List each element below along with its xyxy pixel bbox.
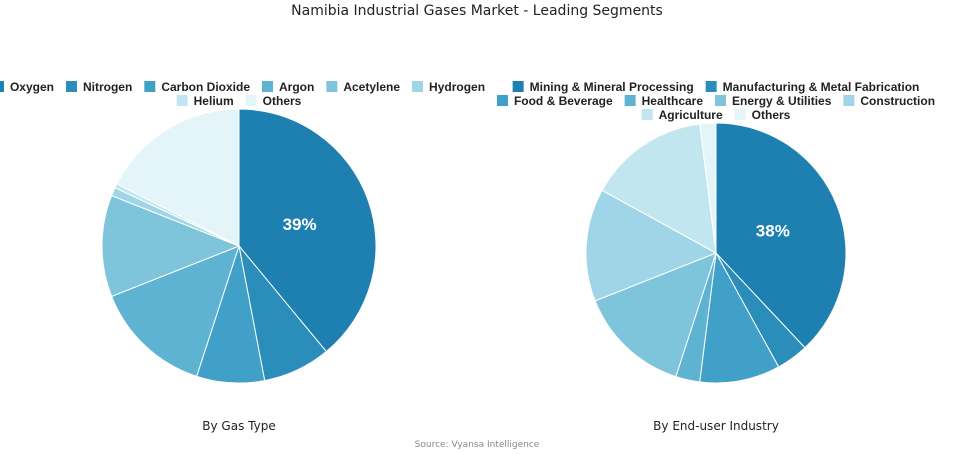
legend-label: Energy & Utilities [732, 94, 832, 108]
legend-swatch [705, 81, 717, 92]
legend-swatch [412, 81, 424, 92]
legend-label: Food & Beverage [514, 94, 613, 108]
legend-item-argon[interactable]: Argon [262, 80, 314, 94]
legend: Mining & Mineral Processing Manufacturing… [496, 80, 935, 122]
pie-slice-food-and-beverage[interactable] [699, 251, 780, 384]
pie-slice-mining-and-mineral-processing[interactable] [715, 122, 847, 349]
legend-item-oxygen[interactable]: Oxygen [0, 80, 54, 94]
legend-item-healthcare[interactable]: Healthcare [624, 94, 704, 108]
chart-caption: By Gas Type [202, 419, 275, 433]
legend-swatch [843, 95, 855, 106]
legend-swatch [176, 95, 188, 106]
legend-label: Helium [194, 94, 234, 108]
legend-swatch [512, 81, 524, 92]
pie-slice-oxygen[interactable] [238, 108, 377, 353]
pie-slice-construction[interactable] [585, 189, 718, 302]
pie-chart-end-user-industry: 38% Mining & Mineral Processing Manufactur… [496, 80, 935, 433]
legend-label: Oxygen [10, 80, 54, 94]
legend-label: Hydrogen [429, 80, 485, 94]
legend-label: Acetylene [343, 80, 400, 94]
legend-label: Others [263, 94, 302, 108]
legend: Oxygen Nitrogen Carbon Dioxide Argon Acetyle… [0, 80, 485, 108]
legend-label: Agriculture [659, 108, 723, 122]
legend-label: Argon [279, 80, 314, 94]
legend-swatch [624, 95, 636, 106]
legend-label: Carbon Dioxide [161, 80, 250, 94]
legend-swatch [262, 81, 273, 92]
legend-label: Construction [860, 94, 935, 108]
legend-item-nitrogen[interactable]: Nitrogen [65, 80, 132, 94]
pie-slice-acetylene[interactable] [101, 194, 241, 298]
legend-swatch [144, 81, 156, 92]
pie-data-label: 38% [756, 222, 790, 241]
legend-label: Others [752, 108, 791, 122]
legend-item-carbon-dioxide[interactable]: Carbon Dioxide [144, 80, 250, 94]
chart-title: Namibia Industrial Gases Market - Leadin… [291, 3, 663, 19]
legend-item-agriculture[interactable]: Agriculture [641, 108, 723, 122]
pie-slices [585, 122, 847, 384]
legend-item-others[interactable]: Others [734, 108, 791, 122]
pie-slice-agriculture[interactable] [601, 123, 717, 254]
legend-item-food-and-beverage[interactable]: Food & Beverage [496, 94, 613, 108]
legend-swatch [734, 109, 746, 120]
source-note: Source: Vyansa Intelligence [415, 440, 540, 450]
legend-label: Manufacturing & Metal Fabrication [723, 80, 920, 94]
legend-label: Healthcare [642, 94, 704, 108]
legend-item-hydrogen[interactable]: Hydrogen [412, 80, 485, 94]
legend-swatch [0, 81, 4, 92]
legend-swatch [65, 81, 77, 92]
legend-item-others[interactable]: Others [245, 94, 302, 108]
legend-swatch [326, 81, 338, 92]
pie-data-label: 39% [283, 215, 317, 234]
chart-caption: By End-user Industry [653, 419, 779, 433]
pie-slice-others[interactable] [699, 122, 717, 254]
pie-slices [101, 108, 377, 384]
legend-swatch [641, 109, 653, 120]
pie-slice-argon[interactable] [110, 245, 240, 377]
legend-item-construction[interactable]: Construction [843, 94, 935, 108]
pie-chart-gas-type: 39% Oxygen Nitrogen Carbon Dioxide Argon Acet… [0, 80, 485, 433]
legend-item-helium[interactable]: Helium [176, 94, 234, 108]
legend-label: Nitrogen [83, 80, 132, 94]
legend-item-energy-and-utilities[interactable]: Energy & Utilities [715, 94, 832, 108]
legend-swatch [715, 95, 727, 106]
pie-slice-others[interactable] [116, 108, 240, 247]
legend-item-acetylene[interactable]: Acetylene [326, 80, 400, 94]
legend-swatch [245, 95, 257, 106]
legend-item-mining-and-mineral-processing[interactable]: Mining & Mineral Processing [512, 80, 694, 94]
legend-item-manufacturing-and-metal-fabrication[interactable]: Manufacturing & Metal Fabrication [705, 80, 920, 94]
legend-label: Mining & Mineral Processing [530, 80, 694, 94]
legend-swatch [496, 95, 508, 106]
pie-slice-energy-and-utilities[interactable] [594, 252, 717, 378]
